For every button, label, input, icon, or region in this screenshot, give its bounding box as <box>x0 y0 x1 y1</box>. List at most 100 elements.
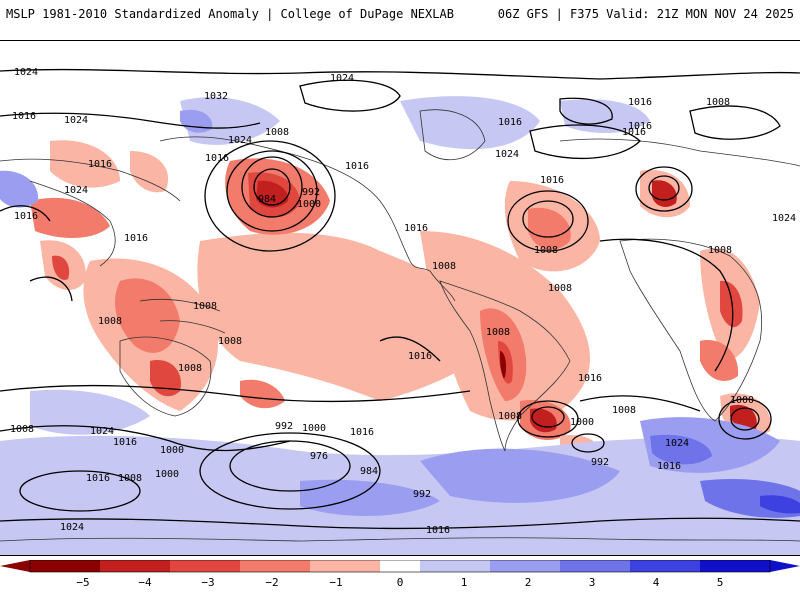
coastline-south-america <box>439 280 571 452</box>
coastlines <box>0 109 800 542</box>
isobar <box>204 140 336 252</box>
isobar-label: 1008 <box>612 405 636 416</box>
isobar-label: 1024 <box>495 149 519 160</box>
isobar-label: 1016 <box>408 351 432 362</box>
isobar-label: 1008 <box>498 411 522 422</box>
anomaly-region <box>30 197 110 238</box>
anomaly-region <box>30 389 150 435</box>
isobar-label: 1024 <box>64 185 88 196</box>
isobar <box>253 168 291 206</box>
isobar-label: 1016 <box>86 473 110 484</box>
isobar-label: 1000 <box>730 395 754 406</box>
coastline-indonesia <box>139 298 226 334</box>
anomaly-region <box>650 434 712 465</box>
isobar-label: 992 <box>275 421 293 432</box>
anomaly-region <box>115 278 180 353</box>
isobar <box>19 470 141 512</box>
isobar-labels: 1024 1032 1016 1024 1024 1008 1016 1016 … <box>10 67 796 536</box>
isobar-label: 1008 <box>178 363 202 374</box>
anomaly-region <box>197 232 501 401</box>
isobar-label: 1016 <box>12 111 36 122</box>
anomaly-region <box>420 448 620 503</box>
anomaly-region <box>760 495 800 514</box>
coastline-africa <box>619 238 763 422</box>
anomaly-region <box>150 360 181 397</box>
anomaly-region <box>130 151 169 193</box>
colorbar-tick-label: 1 <box>460 576 468 589</box>
isobar-label: 1008 <box>10 424 34 435</box>
colorbar-bin <box>380 560 420 572</box>
colorbar-bin <box>700 560 770 572</box>
anomaly-region <box>52 255 70 280</box>
colorbar-tick-label: −1 <box>329 576 343 589</box>
isobar <box>529 124 641 159</box>
colorbar-tick-label: 0 <box>396 576 404 589</box>
colorbar-bin <box>30 560 100 572</box>
isobar-label: 1016 <box>657 461 681 472</box>
anomaly-region <box>180 109 213 133</box>
isobar-label: 984 <box>258 194 276 205</box>
isobars <box>0 68 800 530</box>
isobar-label: 1016 <box>622 127 646 138</box>
isobar <box>689 105 781 140</box>
anomaly-region <box>700 340 739 381</box>
isobar <box>635 166 693 212</box>
isobar-label: 1000 <box>297 199 321 210</box>
anomaly-region <box>720 280 743 328</box>
isobar <box>730 407 760 431</box>
isobar-label: 1016 <box>540 175 564 186</box>
isobar <box>571 433 605 453</box>
isobar-label: 1016 <box>14 211 38 222</box>
colorbar <box>0 560 800 573</box>
isobar <box>0 205 51 222</box>
anomaly-region <box>0 170 39 208</box>
isobar-label: 1016 <box>578 373 602 384</box>
isobar-label: 1016 <box>345 161 369 172</box>
anomaly-region <box>500 351 507 379</box>
isobar-label: 1008 <box>706 97 730 108</box>
isobar-label: 1024 <box>90 426 114 437</box>
colorbar-bin <box>630 560 700 572</box>
isobar-label: 1016 <box>498 117 522 128</box>
isobar <box>241 156 303 218</box>
map-canvas: 1024 1032 1016 1024 1024 1008 1016 1016 … <box>0 67 800 555</box>
colorbar-tick-label: −4 <box>138 576 152 589</box>
isobar <box>522 200 574 238</box>
isobar <box>0 112 261 129</box>
isobar-label: 1008 <box>432 261 456 272</box>
colorbar-tick-label: 5 <box>716 576 724 589</box>
colorbar-bin <box>490 560 560 572</box>
colorbar-bin <box>420 560 490 572</box>
coastline-antarctica <box>0 537 800 542</box>
isobar <box>718 398 772 440</box>
isobar-label: 1024 <box>228 135 252 146</box>
isobar-label: 1000 <box>160 445 184 456</box>
isobar-label: 984 <box>360 466 378 477</box>
colorbar-border <box>29 560 771 573</box>
colorbar-tick-label: 3 <box>588 576 596 589</box>
isobar <box>559 97 613 125</box>
isobar-label: 1008 <box>548 283 572 294</box>
isobar-label: 1024 <box>60 522 84 533</box>
world-map: 1024 1032 1016 1024 1024 1008 1016 1016 … <box>0 40 800 556</box>
anomaly-region <box>652 180 677 207</box>
isobar-label: 1032 <box>204 91 228 102</box>
isobar-label: 1008 <box>118 473 142 484</box>
isobar-label: 1008 <box>193 301 217 312</box>
anomaly-shading <box>0 96 800 555</box>
map-title: MSLP 1981-2010 Standardized Anomaly | Co… <box>6 7 454 21</box>
coastline-north-america <box>159 136 456 302</box>
isobar <box>0 68 800 80</box>
isobar <box>226 150 318 232</box>
coastline-europe-asia <box>0 138 800 202</box>
anomaly-region <box>528 207 571 250</box>
isobar-label: 1016 <box>628 121 652 132</box>
isobar <box>507 190 589 252</box>
isobar <box>379 336 441 362</box>
isobar-label: 1016 <box>205 153 229 164</box>
anomaly-region <box>180 97 280 145</box>
isobar-label: 1016 <box>88 159 112 170</box>
isobar <box>29 276 73 302</box>
isobar-label: 1016 <box>426 525 450 536</box>
isobar-label: 1008 <box>486 327 510 338</box>
